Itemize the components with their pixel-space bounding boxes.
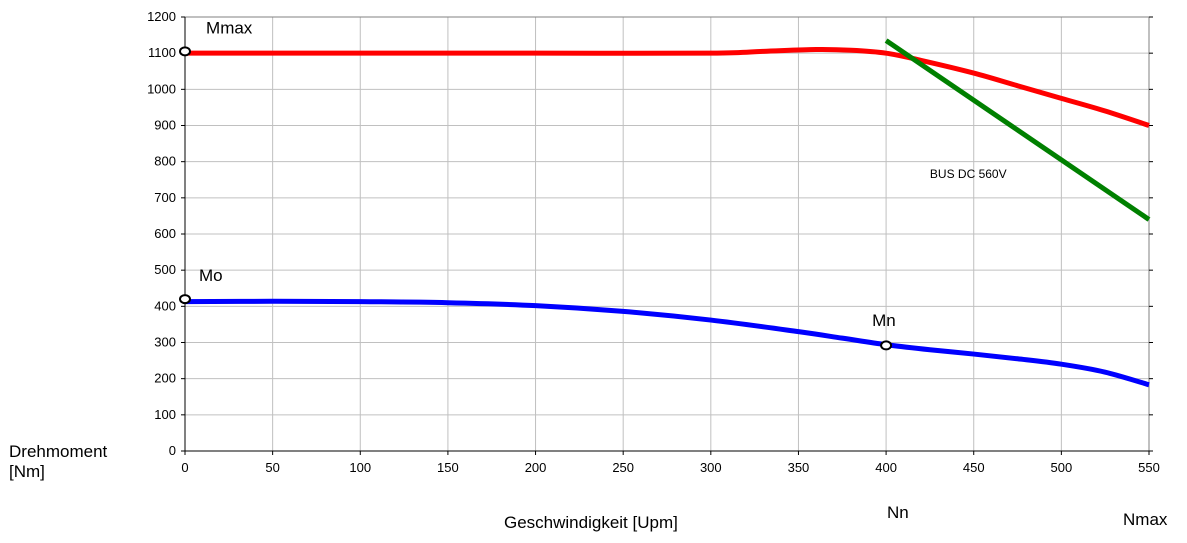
nmax-label: Nmax [1123,510,1168,529]
y-tick-label: 100 [154,407,176,422]
mo-marker [179,294,191,305]
mmax-marker [179,46,191,57]
x-tick-label: 500 [1051,460,1073,475]
mmax-annotation: Mmax [206,18,253,37]
x-axis-title: Geschwindigkeit [Upm] [504,513,678,532]
nn-label: Nn [887,503,909,522]
y-tick-label: 1200 [147,9,176,24]
y-tick-label: 200 [154,371,176,386]
x-tick-label: 250 [612,460,634,475]
x-tick-label: 0 [181,460,188,475]
y-tick-label: 800 [154,154,176,169]
y-axis-title-line2: [Nm] [9,462,45,481]
mmax-curve [185,47,1150,128]
y-tick-label: 300 [154,335,176,350]
x-tick-label: 50 [265,460,279,475]
y-tick-label: 700 [154,190,176,205]
y-tick-label: 0 [169,443,176,458]
mn-marker [880,340,893,351]
mn-annotation: Mn [872,311,896,330]
x-tick-label: 550 [1138,460,1160,475]
y-tick-label: 500 [154,262,176,277]
y-tick-label: 1100 [148,45,176,60]
x-tick-label: 450 [963,460,985,475]
y-axis-title-line1: Drehmoment [9,442,108,461]
x-tick-label: 300 [700,460,722,475]
x-tick-label: 400 [875,460,897,475]
bus-dc-annotation: BUS DC 560V [930,167,1007,181]
y-tick-label: 900 [154,118,176,133]
x-tick-label: 350 [788,460,810,475]
x-tick-label: 150 [437,460,459,475]
y-tick-label: 1000 [147,81,176,96]
mo-curve [184,298,1150,388]
mo-annotation: Mo [199,266,223,285]
x-tick-label: 100 [349,460,371,475]
y-tick-label: 400 [154,298,176,313]
bus-dc-curve [884,38,1151,222]
y-tick-label: 600 [154,226,176,241]
x-tick-label: 200 [525,460,547,475]
